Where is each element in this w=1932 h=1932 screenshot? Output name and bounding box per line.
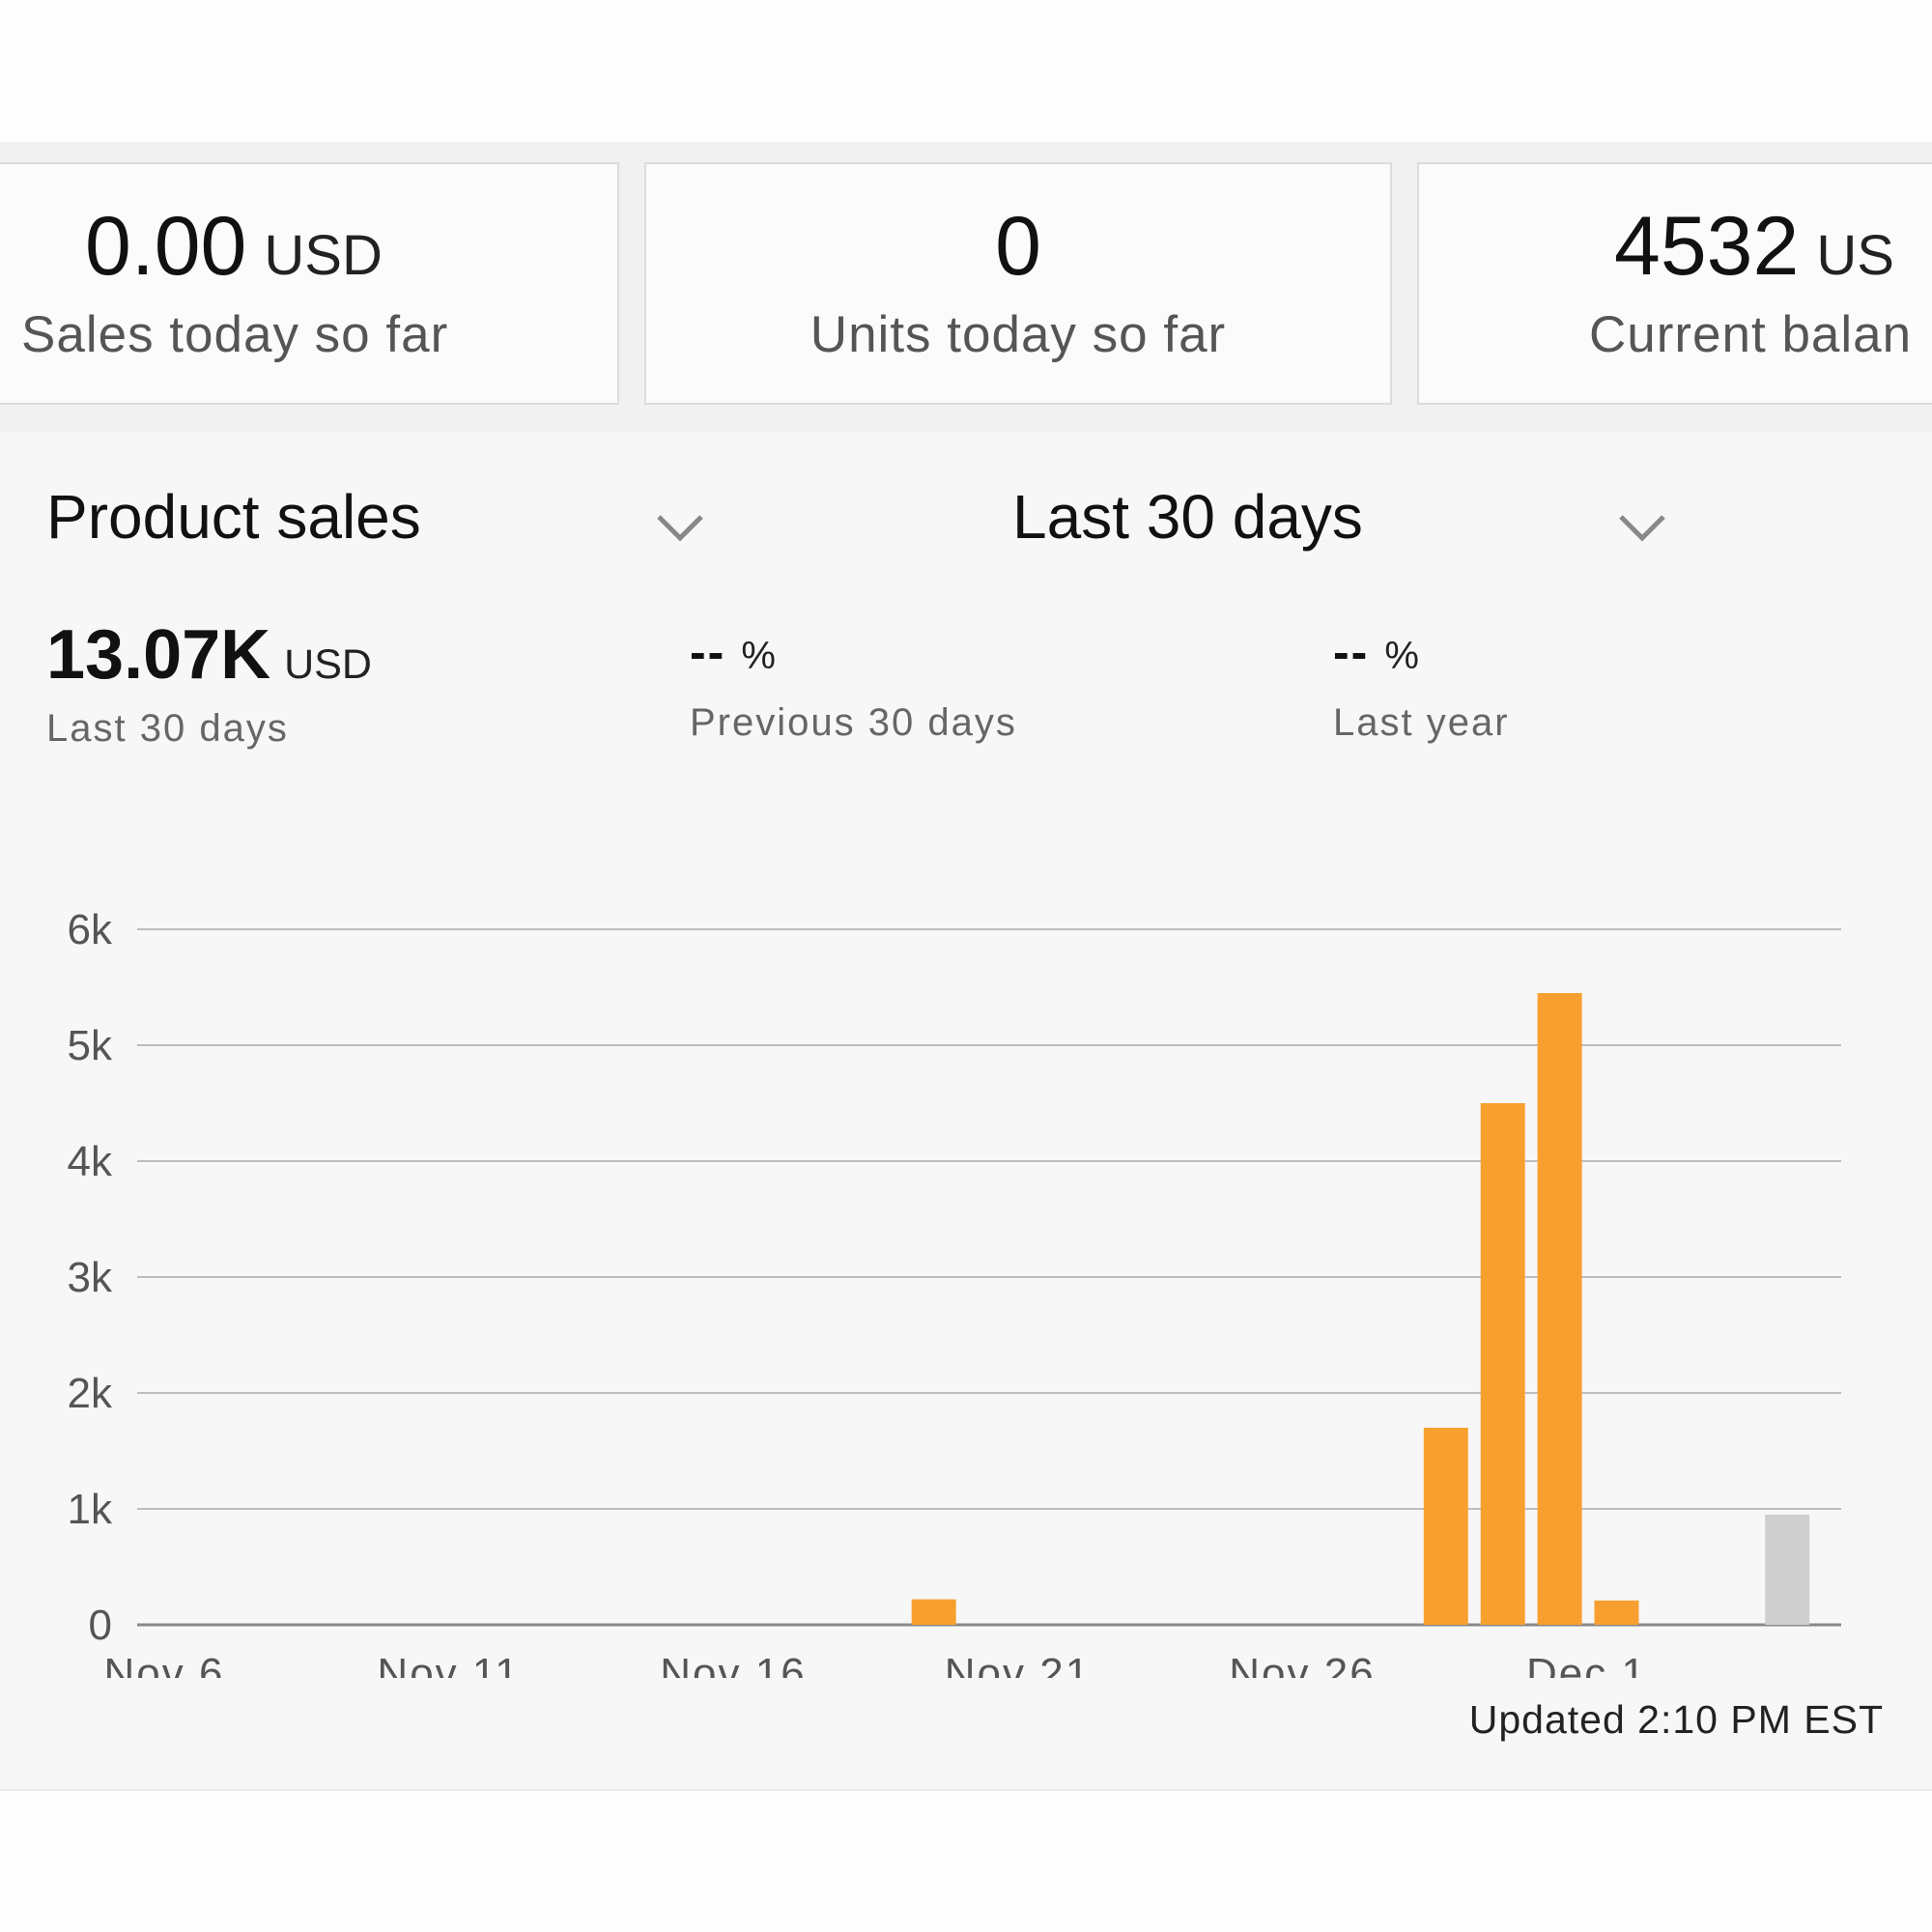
x-tick-label: Nov 16 <box>660 1650 806 1678</box>
updated-timestamp: Updated 2:10 PM EST <box>1468 1697 1884 1742</box>
x-tick-label: Nov 6 <box>104 1650 225 1678</box>
metric-previous: --% Previous 30 days <box>690 620 1017 745</box>
total-sales-value: 13.07K USD <box>46 620 372 690</box>
stat-card-balance[interactable]: 4532 US Current balan <box>1417 162 1932 405</box>
metric-total: 13.07K USD Last 30 days <box>46 620 372 751</box>
balance-amount: 4532 <box>1614 200 1800 293</box>
y-tick-label: 6k <box>68 906 113 953</box>
previous-period-change: -- <box>690 625 726 679</box>
sales-today-amount: 0.00 <box>85 200 247 293</box>
stat-card-sales[interactable]: 0.00 USD Sales today so far <box>0 162 619 405</box>
previous-period-label: Previous 30 days <box>690 701 1017 744</box>
last-year-value: --% <box>1333 628 1510 676</box>
bar <box>1594 1600 1639 1625</box>
last-year-pct: % <box>1384 635 1419 677</box>
total-sales-unit: USD <box>284 641 372 688</box>
product-sales-chart: 0 1k 2k 3k 4k 5k 6k Nov 6 Nov 11 Nov 16 Nov 21 Nov … <box>68 906 1841 1678</box>
previous-period-value: --% <box>690 628 1017 676</box>
chevron-down-icon <box>657 515 703 542</box>
last-year-change: -- <box>1333 625 1370 679</box>
y-tick-label: 4k <box>68 1138 113 1185</box>
sales-panel: Product sales Last 30 days 13.07K USD Las… <box>0 432 1932 1791</box>
bar <box>1765 1515 1810 1625</box>
units-today-value: 0 <box>995 200 1041 293</box>
total-sales-amount: 13.07K <box>46 616 271 694</box>
metric-last-year: --% Last year <box>1333 620 1510 745</box>
x-tick-label: Nov 11 <box>377 1650 520 1678</box>
x-tick-label: Nov 26 <box>1229 1650 1375 1678</box>
bar <box>911 1599 956 1625</box>
stat-card-units[interactable]: 0 Units today so far <box>644 162 1392 405</box>
balance-label: Current balan <box>1589 306 1913 363</box>
sales-today-value: 0.00 USD <box>85 205 383 288</box>
y-tick-label: 2k <box>68 1370 113 1417</box>
units-today-label: Units today so far <box>810 306 1227 363</box>
sales-today-label: Sales today so far <box>21 306 449 363</box>
bar <box>1480 1103 1525 1625</box>
total-sales-label: Last 30 days <box>46 707 289 750</box>
chevron-down-icon <box>1619 515 1665 542</box>
x-tick-label: Nov 21 <box>945 1650 1091 1678</box>
balance-value: 4532 US <box>1614 205 1894 288</box>
date-range-label: Last 30 days <box>1012 482 1363 552</box>
balance-unit: US <box>1816 224 1894 287</box>
previous-period-pct: % <box>741 635 776 677</box>
y-tick-label: 5k <box>68 1022 113 1069</box>
bar <box>1423 1428 1468 1625</box>
x-tick-label: Dec 1 <box>1526 1650 1647 1678</box>
y-tick-label: 1k <box>68 1486 113 1533</box>
metric-dropdown-label: Product sales <box>46 482 421 552</box>
metric-dropdown[interactable]: Product sales <box>46 480 713 567</box>
bar <box>1537 993 1582 1625</box>
last-year-label: Last year <box>1333 701 1510 744</box>
sales-today-unit: USD <box>264 224 383 287</box>
date-range-dropdown[interactable]: Last 30 days <box>1012 480 1679 567</box>
y-tick-label: 3k <box>68 1254 113 1301</box>
y-tick-label: 0 <box>89 1602 112 1649</box>
